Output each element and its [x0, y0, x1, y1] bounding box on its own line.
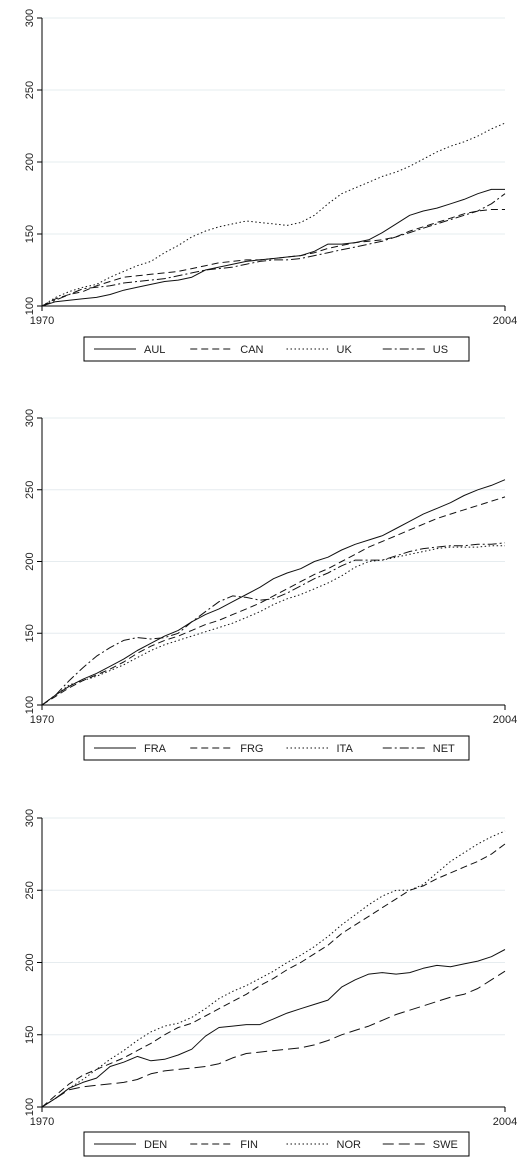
y-tick-label: 150	[24, 1026, 36, 1044]
legend-label-uk: UK	[337, 344, 353, 356]
y-tick-label: 250	[24, 81, 36, 99]
y-tick-label: 150	[24, 225, 36, 243]
y-tick-label: 250	[24, 881, 36, 899]
y-tick-label: 100	[24, 696, 36, 714]
legend-label-us: US	[433, 344, 448, 356]
legend-label-swe: SWE	[433, 1139, 458, 1151]
series-line-fin	[41, 843, 506, 1108]
y-tick-label: 100	[24, 1098, 36, 1116]
x-tick-label: 2004	[493, 1116, 517, 1128]
x-tick-label: 1970	[30, 315, 54, 327]
series-line-fra	[41, 479, 506, 706]
y-tick-label: 300	[24, 809, 36, 827]
y-tick-label: 250	[24, 481, 36, 499]
legend-box	[83, 735, 470, 761]
chart-panel-1: 100 150 200 250 300 1970 2004 AUL CAN UK US	[24, 9, 517, 362]
y-tick-label: 100	[24, 297, 36, 315]
series-line-ita	[41, 545, 505, 706]
legend-box	[83, 336, 470, 362]
series-line-aul	[41, 188, 505, 307]
y-tick-label: 300	[24, 409, 36, 427]
series-line-frg	[41, 496, 506, 706]
legend-label-ita: ITA	[337, 743, 354, 755]
chart-panel-3: 100 150 200 250 300 1970 2004 DEN FIN NOR SWE	[24, 809, 517, 1157]
series-line-swe	[41, 970, 506, 1108]
legend-label-nor: NOR	[337, 1139, 362, 1151]
legend-label-aul: AUL	[144, 344, 165, 356]
y-tick-label: 150	[24, 624, 36, 642]
y-tick-label: 200	[24, 953, 36, 971]
x-tick-label: 2004	[493, 315, 517, 327]
legend-label-frg: FRG	[240, 743, 263, 755]
y-tick-label: 200	[24, 552, 36, 570]
series-line-can	[41, 209, 505, 307]
x-tick-label: 1970	[30, 1116, 54, 1128]
legend-label-net: NET	[433, 743, 455, 755]
legend-label-fin: FIN	[240, 1139, 258, 1151]
x-tick-label: 2004	[493, 714, 517, 726]
chart-panel-2: 100 150 200 250 300 1970 2004 FRA FRG ITA NET	[24, 409, 517, 761]
x-tick-label: 1970	[30, 714, 54, 726]
legend-label-den: DEN	[144, 1139, 167, 1151]
series-line-us	[41, 193, 506, 307]
legend-box	[83, 1131, 470, 1157]
legend-label-fra: FRA	[144, 743, 167, 755]
y-tick-label: 300	[24, 9, 36, 27]
series-line-den	[41, 949, 506, 1108]
series-line-uk	[41, 122, 506, 307]
legend-label-can: CAN	[240, 344, 263, 356]
series-line-net	[41, 542, 506, 706]
y-tick-label: 200	[24, 153, 36, 171]
